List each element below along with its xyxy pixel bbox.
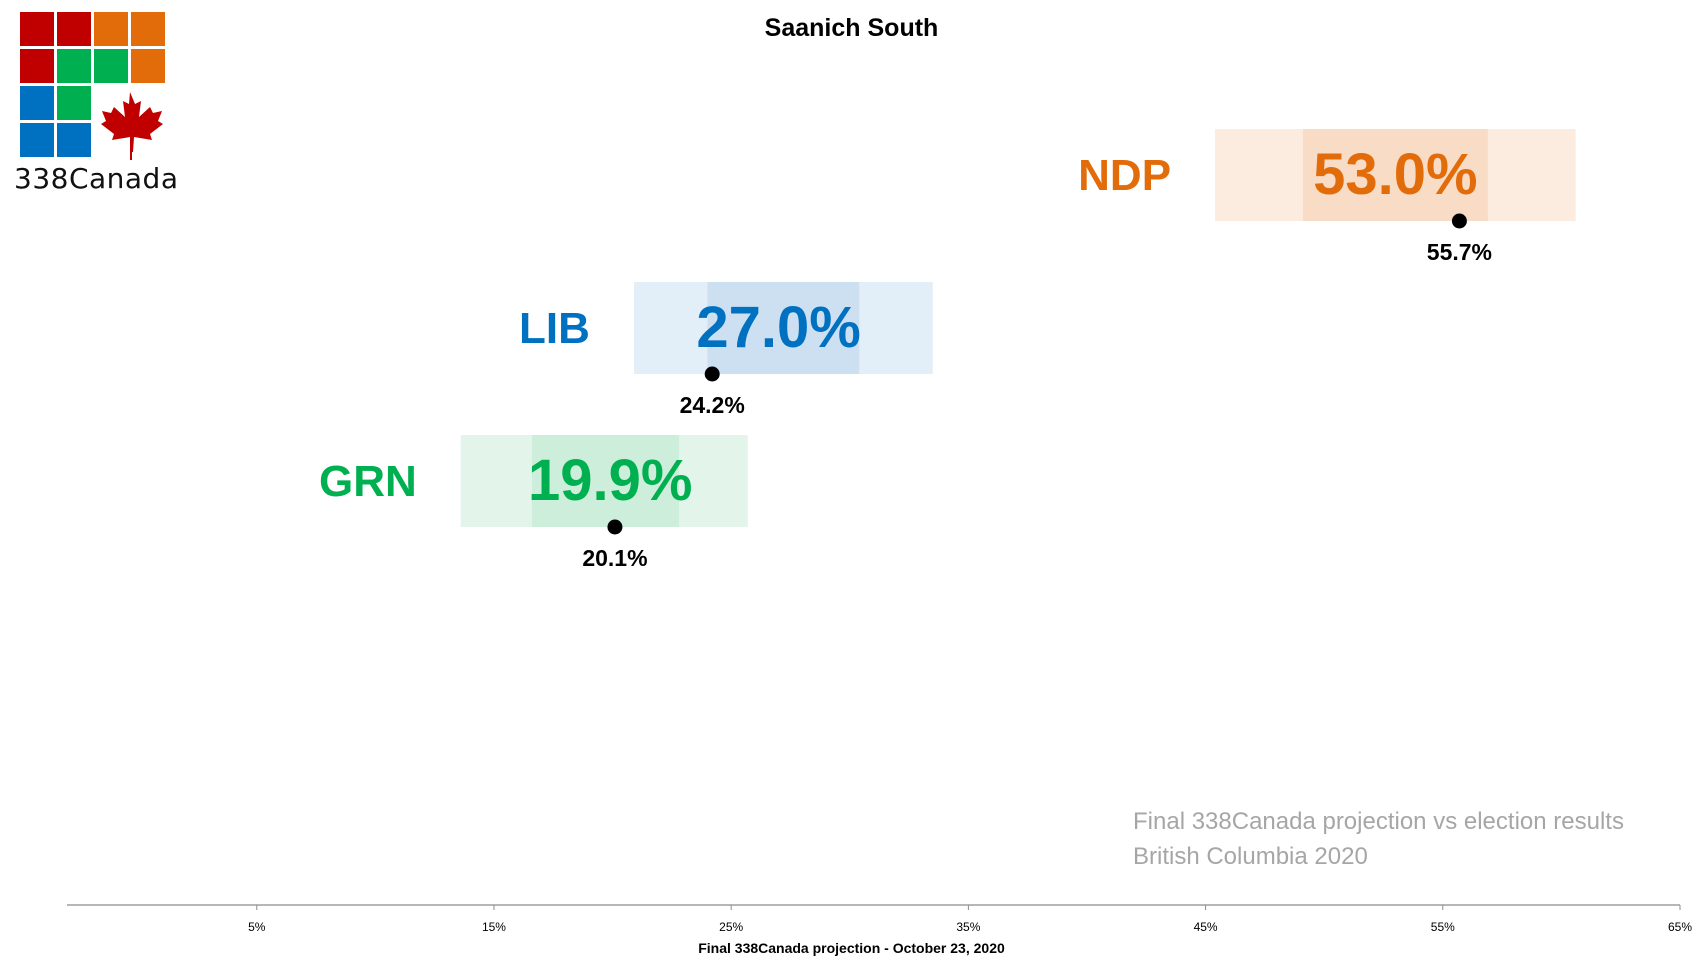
- projection-label: 53.0%: [1313, 142, 1477, 207]
- result-label: 24.2%: [680, 392, 745, 418]
- result-point: [607, 519, 623, 535]
- logo-tile: [131, 12, 165, 46]
- logo-tile: [57, 12, 91, 46]
- logo-tile: [57, 49, 91, 83]
- party-label: NDP: [1078, 151, 1171, 200]
- x-tick-label: 55%: [1431, 920, 1455, 934]
- x-tick-label: 25%: [719, 920, 743, 934]
- logo-tile: [20, 86, 54, 120]
- x-tick-label: 65%: [1668, 920, 1692, 934]
- chart-title: Saanich South: [764, 14, 939, 42]
- range-band-inner: [707, 282, 860, 374]
- maple-leaf-icon: [101, 92, 163, 160]
- result-label: 55.7%: [1427, 239, 1492, 265]
- party-row-lib: 27.0% LIB 24.2%: [519, 282, 933, 418]
- logo-tile: [20, 12, 54, 46]
- result-point: [704, 366, 720, 382]
- result-point: [1451, 213, 1467, 229]
- logo-tile: [20, 123, 54, 157]
- x-tick-label: 35%: [956, 920, 980, 934]
- source-note-line2: British Columbia 2020: [1133, 843, 1368, 870]
- party-row-ndp: 53.0% NDP 55.7%: [1078, 129, 1576, 265]
- logo-tile: [57, 123, 91, 157]
- result-label: 20.1%: [582, 545, 647, 571]
- logo-tile: [94, 49, 128, 83]
- 338canada-logo: [20, 12, 165, 160]
- projection-label: 27.0%: [696, 295, 860, 360]
- logo-tile: [57, 86, 91, 120]
- logo-tile: [94, 12, 128, 46]
- projection-label: 19.9%: [528, 448, 692, 513]
- logo-text: 338Canada: [14, 162, 179, 195]
- party-label: GRN: [319, 457, 417, 506]
- range-band-inner: [531, 435, 679, 527]
- x-axis-title: Final 338Canada projection - October 23,…: [698, 940, 1005, 956]
- x-tick-label: 15%: [482, 920, 506, 934]
- x-tick-label: 45%: [1194, 920, 1218, 934]
- range-band-inner: [1302, 129, 1488, 221]
- logo-tile: [20, 49, 54, 83]
- source-note-line1: Final 338Canada projection vs election r…: [1133, 808, 1624, 835]
- x-tick-label: 5%: [248, 920, 266, 934]
- party-row-grn: 19.9% GRN 20.1%: [319, 435, 748, 571]
- logo-tile: [131, 49, 165, 83]
- party-label: LIB: [519, 304, 590, 353]
